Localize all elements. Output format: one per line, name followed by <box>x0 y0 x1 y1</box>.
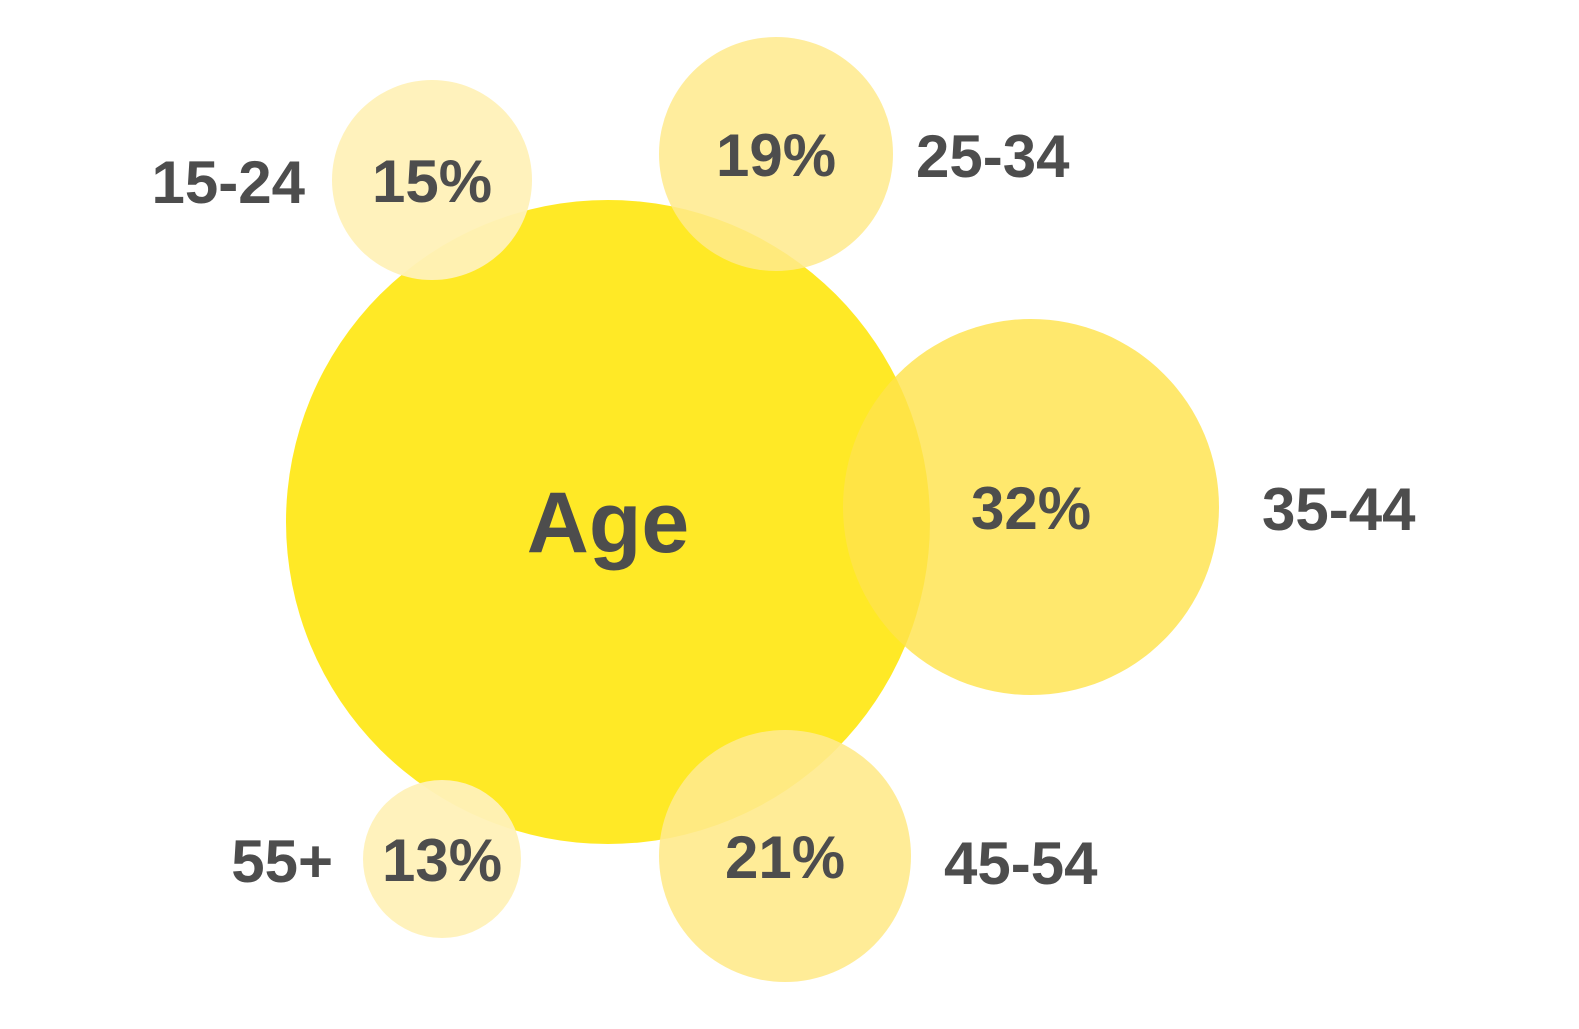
center-label: Age <box>527 475 689 571</box>
bubble-layer <box>332 37 1219 982</box>
bubble-55plus <box>363 780 521 938</box>
category-label-35-44: 35-44 <box>1262 476 1416 543</box>
category-label-15-24: 15-24 <box>152 149 306 216</box>
category-label-55plus: 55+ <box>231 828 333 895</box>
bubble-35-44 <box>843 319 1219 695</box>
bubble-15-24 <box>332 80 532 280</box>
category-label-45-54: 45-54 <box>944 830 1098 897</box>
label-layer: 15% 15-24 19% 25-34 32% 35-44 21% 45-54 13% 55+ <box>152 122 1417 897</box>
bubble-45-54 <box>659 730 911 982</box>
value-label-15-24: 15% <box>372 148 492 215</box>
value-label-55plus: 13% <box>382 827 502 894</box>
value-label-35-44: 32% <box>971 475 1091 542</box>
center-group: Age <box>286 200 930 844</box>
center-bubble <box>286 200 930 844</box>
bubble-25-34 <box>659 37 893 271</box>
value-label-45-54: 21% <box>725 824 845 891</box>
value-label-25-34: 19% <box>716 122 836 189</box>
category-label-25-34: 25-34 <box>916 123 1070 190</box>
